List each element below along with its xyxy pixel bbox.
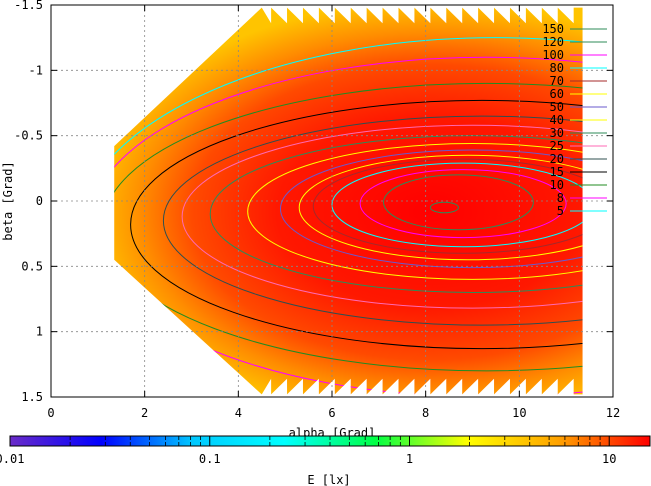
x-tick-label: 2 — [141, 406, 148, 420]
contour-70 — [312, 158, 583, 254]
contour-100 — [359, 169, 567, 239]
contour-50 — [279, 149, 583, 269]
contour-80 — [331, 162, 583, 248]
colorbar: 0.01 0.1 1 10 — [0, 435, 651, 466]
legend-label: 30 — [550, 126, 564, 140]
x-tick-label: 0 — [47, 406, 54, 420]
contour-15 — [130, 99, 583, 350]
contour-8 — [114, 56, 583, 395]
legend-label: 150 — [542, 22, 564, 36]
x-tick-label: 4 — [235, 406, 242, 420]
colorbar-tick-label: 0.01 — [0, 452, 24, 466]
x-axis: 0 2 4 6 8 10 12 — [47, 5, 620, 420]
legend-label: 70 — [550, 74, 564, 88]
legend-label: 10 — [550, 178, 564, 192]
x-tick-label: 6 — [328, 406, 335, 420]
legend-label: 15 — [550, 165, 564, 179]
colorbar-tick-label: 10 — [602, 452, 616, 466]
colorbar-tick-label: 1 — [406, 452, 413, 466]
y-tick-label: -1.5 — [14, 0, 43, 12]
contour-25 — [181, 124, 583, 309]
x-tick-label: 8 — [422, 406, 429, 420]
x-tick-label: 10 — [512, 406, 526, 420]
x-tick-label: 12 — [606, 406, 620, 420]
contour-120 — [383, 174, 534, 231]
y-axis-label: beta [Grad] — [1, 161, 15, 240]
legend-label: 40 — [550, 113, 564, 127]
colorbar-label: E [lx] — [307, 473, 350, 486]
legend-label: 20 — [550, 152, 564, 166]
legend-label: 100 — [542, 48, 564, 62]
legend-label: 5 — [557, 204, 564, 218]
y-tick-label: 0.5 — [21, 259, 43, 273]
y-axis: -1.5 -1 -0.5 0 0.5 1 1.5 — [14, 0, 613, 404]
contour-20 — [162, 115, 583, 326]
contour-5 — [114, 37, 583, 395]
legend-label: 50 — [550, 100, 564, 114]
legend-label: 25 — [550, 139, 564, 153]
contour-60 — [298, 154, 583, 261]
contour-40 — [247, 143, 583, 280]
y-tick-label: 1.5 — [21, 390, 43, 404]
legend-label: 120 — [542, 35, 564, 49]
y-tick-label: -0.5 — [14, 129, 43, 143]
legend-label: 8 — [557, 191, 564, 205]
contour-10 — [114, 82, 583, 372]
grid — [51, 5, 613, 397]
contour-lines — [114, 37, 583, 395]
colorbar-tick-label: 0.1 — [199, 452, 221, 466]
y-tick-label: 1 — [36, 325, 43, 339]
y-tick-label: 0 — [36, 194, 43, 208]
legend-label: 60 — [550, 87, 564, 101]
contour-150 — [429, 201, 459, 214]
legend-label: 80 — [550, 61, 564, 75]
y-tick-label: -1 — [29, 63, 43, 77]
